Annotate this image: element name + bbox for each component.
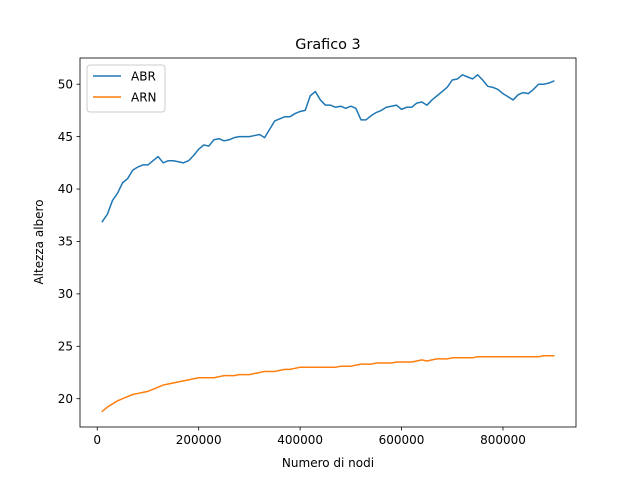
y-tick-label: 40 — [58, 182, 73, 196]
y-tick-label: 45 — [58, 130, 73, 144]
y-tick-label: 35 — [58, 235, 73, 249]
legend-label-arn: ARN — [131, 91, 157, 105]
x-tick-label: 0 — [93, 433, 101, 447]
series-layer — [101, 74, 555, 413]
x-tick-label: 200000 — [176, 433, 222, 447]
x-tick-label: 800000 — [480, 433, 526, 447]
y-tick-label: 25 — [58, 339, 73, 353]
y-axis-label: Altezza albero — [32, 199, 46, 284]
legend-label-abr: ABR — [131, 70, 156, 84]
series-line-abr — [101, 74, 555, 223]
x-axis-label: Numero di nodi — [282, 456, 374, 470]
axes-spines — [79, 57, 577, 428]
legend: ABR ARN — [86, 64, 166, 113]
x-tick-label: 600000 — [379, 433, 425, 447]
plot-area — [80, 58, 576, 427]
axes-frame — [79, 57, 577, 428]
y-tick-label: 30 — [58, 287, 73, 301]
y-axis-ticks: 20 25 30 35 40 45 50 — [58, 77, 80, 406]
chart-title: Grafico 3 — [295, 37, 360, 53]
x-tick-label: 400000 — [277, 433, 323, 447]
x-axis-ticks: 0 200000 400000 600000 800000 — [93, 427, 526, 447]
y-tick-label: 50 — [58, 77, 73, 91]
y-tick-label: 20 — [58, 392, 73, 406]
series-line-arn — [101, 354, 555, 413]
legend-entries: ABR ARN — [93, 70, 157, 105]
